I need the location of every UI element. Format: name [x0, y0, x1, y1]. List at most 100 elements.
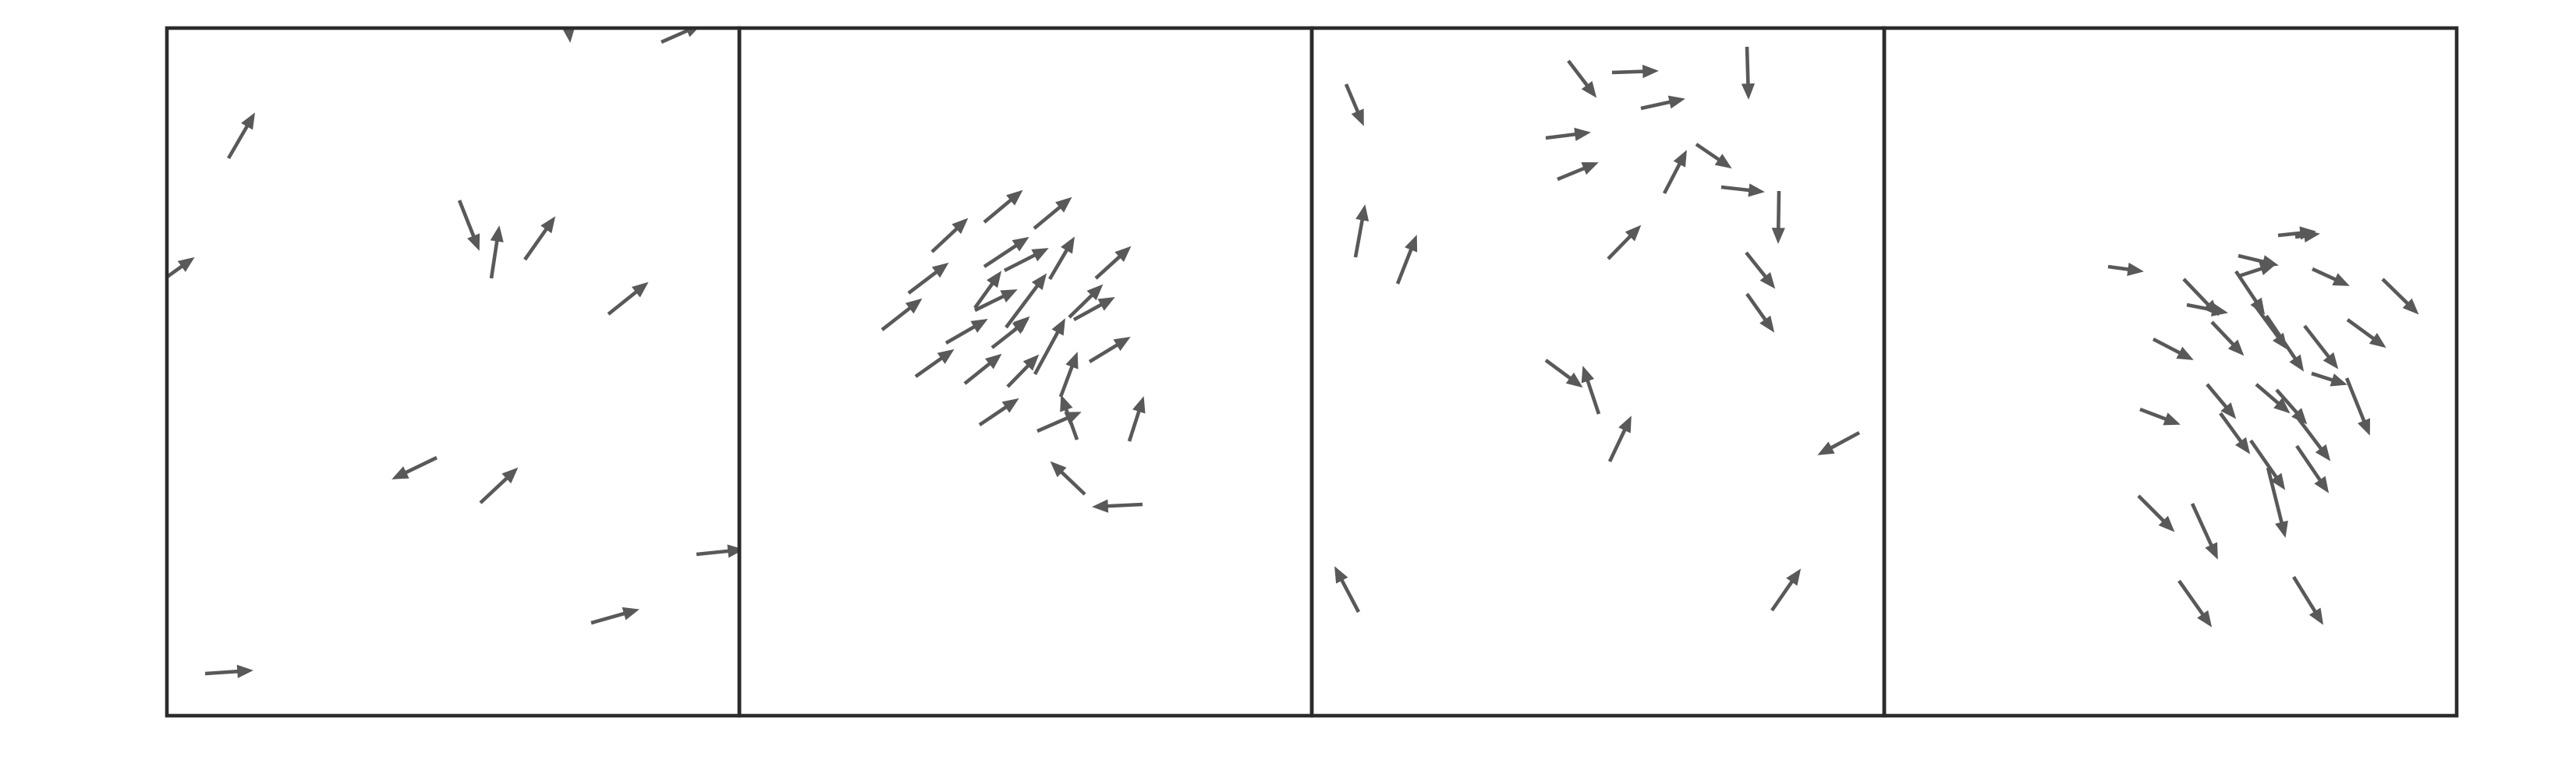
- panel-2-arrow: [983, 236, 1029, 268]
- arrow-head: [2308, 607, 2324, 625]
- panel-2-arrow: [1005, 273, 1047, 329]
- arrow-head: [177, 256, 195, 272]
- arrow-head: [2323, 352, 2339, 370]
- panel-2-arrow: [1092, 499, 1143, 513]
- arrow-shaft: [661, 28, 690, 44]
- arrow-shaft: [696, 549, 731, 557]
- panel-1-arrow: [204, 664, 253, 678]
- panel-1-arrow: [590, 607, 640, 625]
- arrow-head: [1006, 189, 1023, 206]
- panel-3-arrow: [1695, 143, 1732, 169]
- arrow-head: [392, 466, 409, 479]
- arrow-shaft: [2294, 414, 2324, 451]
- arrow-head: [1022, 354, 1040, 371]
- arrow-head: [1581, 366, 1595, 384]
- arrow-shaft: [1720, 185, 1752, 193]
- panel-2-arrow: [1033, 318, 1065, 376]
- panel-3-arrow: [1567, 59, 1597, 98]
- panel-2-arrow: [1003, 248, 1049, 273]
- arrow-shaft: [973, 293, 1006, 313]
- panel-2-arrow: [963, 353, 1002, 385]
- panel-4-arrow: [2139, 407, 2181, 426]
- arrow-shaft: [1662, 161, 1682, 195]
- panel-4-arrow: [2295, 444, 2330, 493]
- arrow-head: [2163, 412, 2181, 426]
- panel-2-arrow: [1050, 461, 1086, 496]
- arrow-shaft: [2344, 377, 2367, 424]
- arrow-head: [1334, 566, 1348, 584]
- arrow-shaft: [1005, 283, 1040, 329]
- arrow-shaft: [1695, 143, 1722, 162]
- arrow-shaft: [1033, 204, 1063, 230]
- panel-4-arrow: [2137, 494, 2175, 532]
- arrow-head: [1097, 297, 1115, 311]
- panel-4-arrow: [2206, 383, 2237, 419]
- arrow-head: [490, 225, 504, 242]
- arrow-head: [2176, 346, 2194, 360]
- panel-4-arrows: [2107, 226, 2419, 628]
- arrow-shaft: [2238, 253, 2266, 264]
- arrow-head: [1055, 196, 1072, 213]
- arrow-shaft: [2266, 467, 2284, 525]
- arrow-shaft: [944, 324, 977, 345]
- arrow-head: [2261, 255, 2279, 269]
- arrow-head: [1031, 273, 1047, 291]
- arrow-shaft: [1640, 100, 1672, 111]
- arrow-head: [1065, 352, 1079, 370]
- arrow-head: [2158, 515, 2175, 532]
- panel-4-arrow: [2311, 371, 2347, 387]
- arrow-head: [467, 233, 480, 251]
- arrow-shaft: [1068, 292, 1095, 319]
- arrow-shaft: [2255, 383, 2281, 406]
- panel-2-arrow: [881, 298, 923, 331]
- arrow-shaft: [2206, 383, 2229, 410]
- arrow-head: [2357, 418, 2370, 436]
- panel-4-arrow: [2277, 226, 2316, 240]
- panel-3-arrows: [1334, 46, 1861, 614]
- panel-2-arrow: [1058, 352, 1079, 398]
- arrow-shaft: [1072, 302, 1104, 322]
- arrow-head: [2235, 437, 2251, 455]
- arrow-head: [2289, 354, 2305, 372]
- arrow-shaft: [1088, 342, 1120, 363]
- arrow-shaft: [907, 269, 939, 295]
- arrow-head: [2402, 298, 2419, 315]
- panel-3-arrow: [1581, 366, 1601, 415]
- arrow-shaft: [2303, 324, 2331, 359]
- arrow-head: [1714, 154, 1732, 169]
- arrow-head: [1581, 80, 1597, 98]
- arrow-shaft: [457, 200, 477, 239]
- arrow-shaft: [1003, 253, 1037, 273]
- arrow-shaft: [2346, 318, 2376, 341]
- panel-3-arrow: [1817, 430, 1861, 455]
- arrow-shaft: [1585, 378, 1601, 415]
- panel-3-arrow: [1353, 204, 1369, 258]
- panel-4-arrow: [2344, 377, 2370, 436]
- arrow-head: [987, 271, 1002, 288]
- panel-4-arrow: [2381, 278, 2419, 315]
- arrow-head: [622, 607, 640, 621]
- panel-3-arrow: [1607, 416, 1632, 462]
- panel-1-arrow: [607, 281, 649, 316]
- arrow-shaft: [1607, 233, 1633, 260]
- panel-4-arrow: [2265, 314, 2305, 372]
- panel-frames: [165, 26, 2459, 718]
- panel-4-arrow: [2107, 262, 2144, 277]
- panel-3-arrow: [1344, 83, 1364, 126]
- arrow-head: [1667, 95, 1685, 109]
- arrow-head: [2275, 520, 2288, 538]
- panel-4-arrow: [2219, 412, 2251, 455]
- arrow-head: [2227, 339, 2245, 356]
- panel-2-arrow: [1094, 246, 1132, 280]
- arrow-shaft: [983, 242, 1019, 268]
- arrow-shaft: [1058, 469, 1086, 496]
- arrow-shaft: [2292, 575, 2318, 614]
- arrow-shaft: [930, 226, 959, 253]
- panel-2-arrow: [1088, 336, 1131, 363]
- arrow-head: [1759, 315, 1775, 333]
- panel-4-arrow: [2190, 503, 2218, 560]
- arrow-head: [562, 28, 575, 43]
- arrow-shaft: [978, 405, 1009, 426]
- arrow-shaft: [1105, 502, 1143, 508]
- arrow-head: [1618, 416, 1632, 433]
